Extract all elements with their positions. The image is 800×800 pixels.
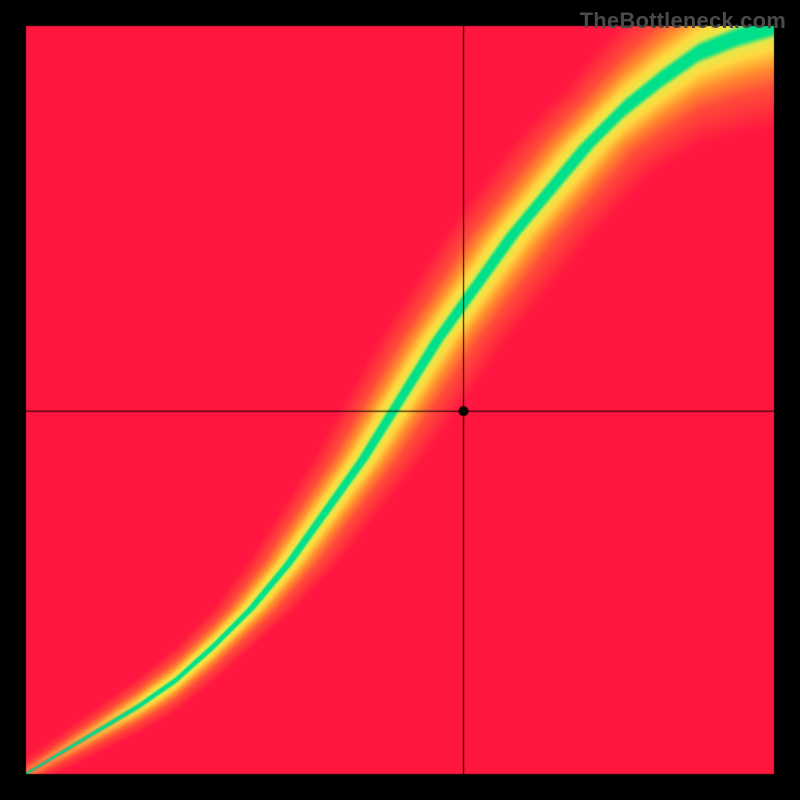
heatmap-canvas (0, 0, 800, 800)
chart-container: TheBottleneck.com (0, 0, 800, 800)
watermark-text: TheBottleneck.com (580, 8, 786, 34)
